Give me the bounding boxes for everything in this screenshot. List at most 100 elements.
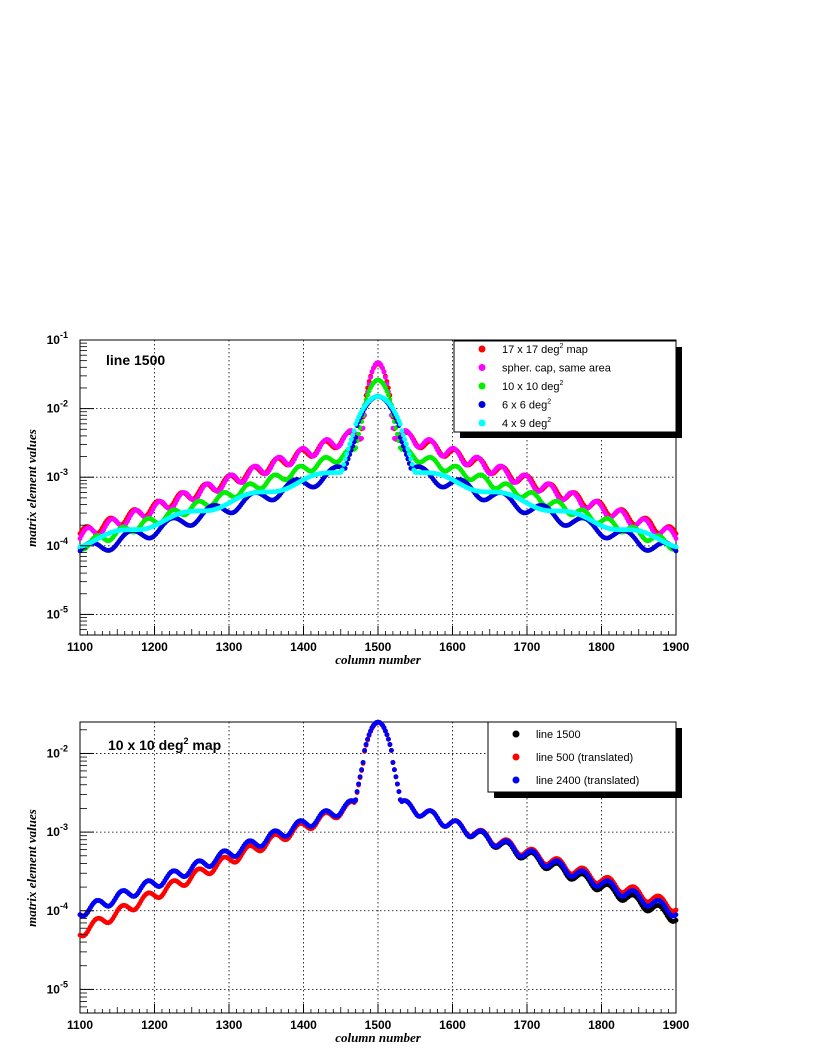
- x-tick-label: 1900: [663, 1018, 690, 1032]
- legend-marker: [512, 776, 520, 784]
- x-tick-label: 1400: [290, 1018, 317, 1032]
- data-point: [359, 436, 364, 441]
- x-tick-label: 1100: [67, 1018, 93, 1032]
- legend-label-main: 17 x 17 deg: [502, 344, 560, 356]
- data-point: [396, 789, 402, 794]
- legend-label: line 500 (translated): [536, 752, 633, 764]
- data-point: [386, 392, 391, 398]
- x-tick-label: 1500: [365, 1018, 392, 1032]
- legend-label: 10 x 10 deg2: [502, 380, 564, 393]
- bottom-annotation-main: 10 x 10 deg: [108, 737, 184, 753]
- y-tick-label: 10-4: [47, 536, 68, 553]
- legend-label-sup: 2: [547, 417, 551, 424]
- data-point: [383, 375, 388, 380]
- y-tick-exponent: -5: [60, 604, 68, 614]
- data-point: [359, 767, 364, 773]
- y-tick-exponent: -2: [60, 743, 68, 753]
- data-point: [392, 767, 397, 773]
- data-point: [357, 774, 363, 780]
- x-tick-label: 1900: [663, 640, 690, 654]
- y-tick-base: 10: [47, 607, 61, 621]
- data-point: [380, 365, 385, 371]
- bottom-chart: 1100 1200 1300 1400 1500 1600 1700 1800 190010-5…: [24, 719, 690, 1045]
- series-2-points: [77, 719, 679, 919]
- bottom-annotation-tail: map: [189, 737, 222, 753]
- data-point: [381, 369, 387, 375]
- y-tick-base: 10: [47, 982, 61, 996]
- legend-marker: [512, 730, 520, 738]
- data-point: [348, 437, 354, 442]
- bottom-data-points: [77, 719, 679, 939]
- y-tick-label: 10-5: [47, 979, 68, 996]
- legend-entry: 4 x 9 deg2: [478, 417, 551, 430]
- series-4-points: [77, 394, 679, 550]
- legend-label-main: spher. cap, same area: [502, 363, 612, 375]
- legend-entry: 17 x 17 deg2 map: [478, 343, 588, 356]
- x-tick-label: 1700: [514, 1018, 541, 1032]
- data-point: [673, 907, 679, 913]
- data-point: [395, 431, 400, 437]
- data-point: [384, 732, 390, 738]
- y-tick-base: 10: [47, 746, 61, 760]
- data-point: [368, 375, 373, 380]
- y-tick-label: 10-3: [47, 467, 68, 484]
- y-tick-base: 10: [47, 333, 61, 347]
- data-point: [366, 732, 372, 738]
- legend-label-main: line 500 (translated): [536, 752, 633, 764]
- legend-entry: 6 x 6 deg2: [478, 399, 551, 412]
- data-point: [351, 428, 357, 434]
- data-point: [393, 774, 399, 780]
- bottom-legend: line 1500 line 500 (translated) line 2400 …: [487, 721, 682, 798]
- legend-label-sup: 2: [547, 399, 551, 406]
- data-point: [395, 781, 400, 787]
- y-tick-exponent: -5: [60, 979, 68, 989]
- legend-label-main: 6 x 6 deg: [502, 400, 547, 412]
- data-point: [356, 431, 361, 437]
- legend-label: 17 x 17 deg2 map: [502, 343, 588, 356]
- data-point: [383, 728, 388, 734]
- data-point: [400, 432, 406, 438]
- x-tick-label: 1800: [588, 1018, 615, 1032]
- top-annotation: line 1500: [106, 352, 165, 368]
- data-point: [356, 781, 361, 787]
- legend-label: 4 x 9 deg2: [502, 417, 551, 430]
- x-tick-label: 1400: [290, 640, 317, 654]
- legend-marker: [512, 753, 520, 761]
- data-point: [354, 789, 360, 794]
- data-point: [365, 736, 370, 742]
- data-point: [673, 912, 679, 918]
- bottom-axis-ticks: 1100 1200 1300 1400 1500 1600 1700 1800 190010-5…: [47, 729, 690, 1032]
- legend-entry: line 1500: [512, 729, 581, 741]
- legend-marker: [478, 382, 486, 390]
- x-tick-label: 1700: [514, 640, 541, 654]
- x-tick-label: 1600: [439, 1018, 466, 1032]
- x-tick-label: 1100: [67, 640, 93, 654]
- legend-entry: spher. cap, same area: [478, 363, 612, 375]
- legend-marker: [478, 401, 486, 408]
- legend-entry: 10 x 10 deg2: [478, 380, 564, 393]
- data-point: [339, 467, 345, 473]
- top-x-axis-label: column number: [335, 652, 422, 667]
- legend-label-tail: map: [563, 344, 587, 356]
- y-tick-label: 10-2: [47, 743, 68, 760]
- data-point: [341, 462, 347, 467]
- legend-entry: line 2400 (translated): [512, 775, 639, 787]
- legend-label: 6 x 6 deg2: [502, 399, 551, 412]
- legend-label-main: line 2400 (translated): [536, 775, 639, 787]
- y-tick-label: 10-5: [47, 604, 68, 621]
- data-point: [387, 742, 393, 747]
- legend-marker: [478, 345, 486, 353]
- legend-marker: [478, 364, 486, 371]
- y-tick-exponent: -4: [60, 536, 68, 546]
- legend-label-main: 4 x 9 deg: [502, 418, 547, 430]
- y-tick-exponent: -3: [60, 822, 68, 832]
- data-point: [345, 446, 351, 452]
- data-point: [344, 451, 350, 457]
- data-point: [350, 432, 356, 438]
- bottom-x-axis-label: column number: [335, 1030, 422, 1045]
- legend-label: line 1500: [536, 729, 581, 741]
- x-tick-label: 1800: [588, 640, 615, 654]
- data-point: [365, 392, 370, 398]
- data-point: [408, 456, 414, 462]
- data-point: [397, 421, 403, 427]
